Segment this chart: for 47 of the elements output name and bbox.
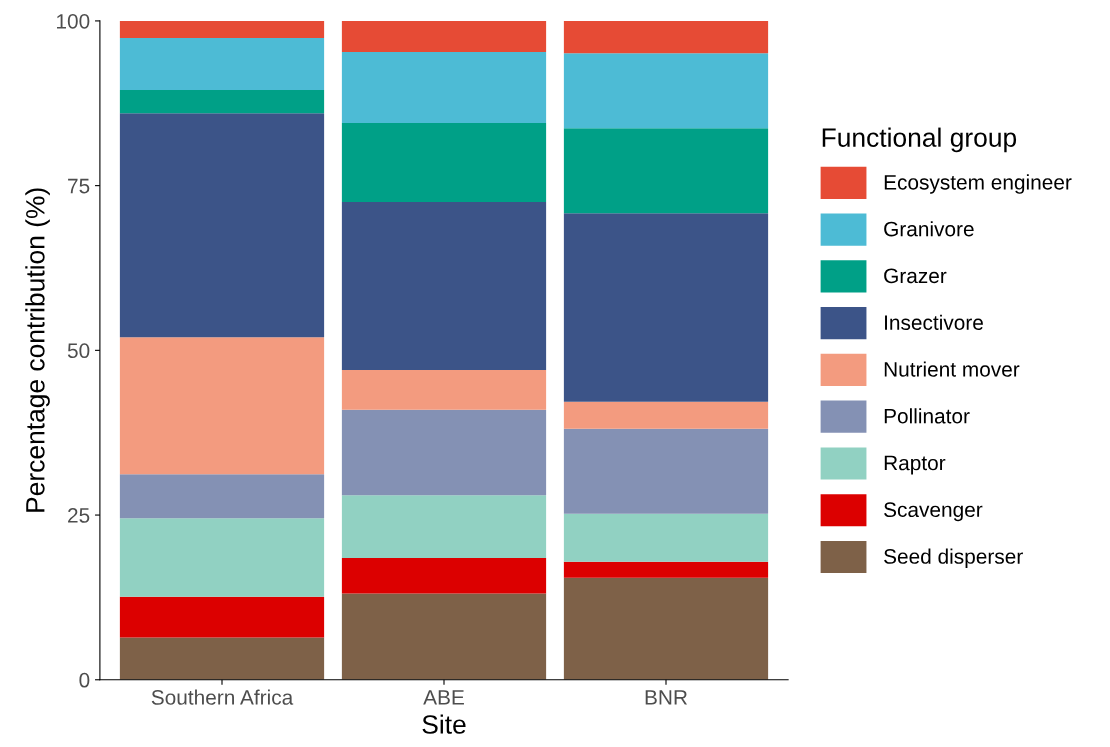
legend-label: Ecosystem engineer	[884, 174, 1072, 194]
legend-label: Nutrient mover	[884, 361, 1020, 377]
bar	[341, 557, 547, 594]
bar	[563, 561, 769, 578]
legend-label: Scavenger	[884, 502, 983, 522]
bar	[119, 113, 325, 338]
bar	[119, 90, 325, 114]
legend-label: Seed disperser	[884, 548, 1023, 568]
bar	[119, 38, 325, 91]
legend-label: Insectivore	[885, 314, 983, 330]
y-tick-label: 50	[67, 343, 90, 359]
legend-label: Raptor	[884, 455, 946, 475]
x-tick-label: Southern Africa	[151, 689, 294, 705]
legend-title: Functional group	[822, 127, 1017, 153]
bar	[119, 637, 325, 680]
bar	[341, 20, 547, 52]
bar	[119, 20, 325, 39]
legend-label: Pollinator	[884, 408, 970, 424]
bar	[563, 128, 769, 214]
bar	[563, 401, 769, 429]
x-tick-label: ABE	[423, 690, 464, 705]
bar	[563, 20, 769, 54]
legend-label: Granivore	[884, 221, 974, 237]
bar	[119, 518, 325, 597]
x-tick-label: BNR	[645, 690, 688, 705]
y-axis-title: Percentage contribution (%)	[25, 188, 50, 512]
bar	[119, 337, 325, 475]
bar	[119, 596, 325, 638]
bar	[563, 577, 769, 680]
y-tick-label: 75	[68, 178, 90, 194]
x-axis-title: Site	[422, 714, 466, 734]
y-tick-label: 25	[68, 508, 90, 523]
bar	[119, 474, 325, 519]
bar	[341, 123, 547, 203]
y-tick-label: 100	[57, 13, 90, 29]
bar	[341, 409, 547, 496]
bar	[341, 51, 547, 124]
bar	[341, 495, 547, 558]
legend-label: Grazer	[884, 268, 947, 284]
bar	[341, 202, 547, 371]
bar	[563, 428, 769, 514]
bar	[563, 513, 769, 562]
bar	[341, 370, 547, 410]
bar	[563, 53, 769, 129]
bar	[341, 593, 547, 680]
y-tick-label: 0	[79, 672, 90, 688]
bar	[563, 213, 769, 402]
